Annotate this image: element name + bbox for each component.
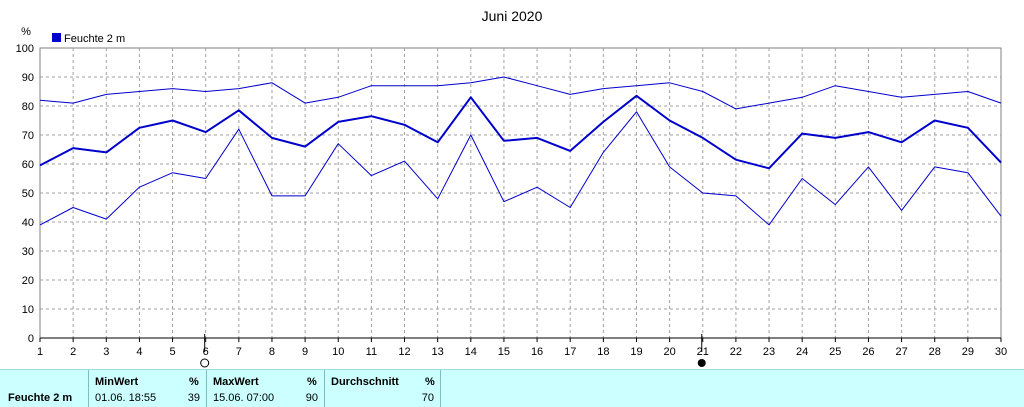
avg-header: Durchschnitt (331, 376, 399, 388)
first-quarter-moon-icon (201, 359, 209, 367)
x-tick-label: 30 (995, 346, 1007, 358)
y-tick-label: 80 (22, 101, 34, 113)
series-lines (40, 77, 1001, 225)
x-tick-label: 23 (763, 346, 775, 358)
x-tick-label: 7 (236, 346, 242, 358)
series-line-avg (40, 96, 1001, 169)
x-tick-label: 24 (796, 346, 808, 358)
x-tick-label: 18 (597, 346, 609, 358)
x-tick-label: 13 (432, 346, 444, 358)
y-tick-label: 0 (28, 333, 34, 345)
max-time: 15.06. 07:00 (213, 392, 274, 404)
y-tick-label: 100 (16, 43, 34, 55)
min-unit: % (189, 376, 199, 388)
max-header: MaxWert (213, 376, 259, 388)
x-tick-label: 16 (531, 346, 543, 358)
x-tick-label: 26 (862, 346, 874, 358)
x-tick-label: 22 (730, 346, 742, 358)
x-tick-label: 5 (169, 346, 175, 358)
x-tick-label: 29 (962, 346, 974, 358)
statistics-bar: Feuchte 2 m MinWert % 01.06. 18:55 39 Ma… (0, 369, 1024, 407)
stats-max-cell: MaxWert % 15.06. 07:00 90 (206, 370, 324, 407)
y-unit-label: % (21, 26, 31, 38)
x-tick-label: 1 (37, 346, 43, 358)
min-value: 39 (188, 392, 200, 404)
chart-title: Juni 2020 (482, 8, 543, 24)
stats-sensor-name: Feuchte 2 m (8, 392, 72, 404)
x-tick-label: 19 (630, 346, 642, 358)
x-tick-label: 11 (366, 346, 377, 358)
series-line-max (40, 77, 1001, 109)
stats-empty-cell (440, 370, 1024, 407)
x-tick-label: 10 (332, 346, 344, 358)
x-tick-label: 8 (269, 346, 275, 358)
y-tick-label: 70 (22, 130, 34, 142)
humidity-chart: Juni 2020 % Feuchte 2 m 0 10 20 30 40 50 60 70 8… (0, 0, 1024, 369)
x-tick-label: 27 (895, 346, 907, 358)
x-tick-label: 14 (465, 346, 477, 358)
max-value: 90 (306, 392, 318, 404)
min-time: 01.06. 18:55 (95, 392, 156, 404)
new-moon-icon (698, 359, 706, 367)
legend-swatch (52, 33, 61, 42)
x-tick-label: 9 (302, 346, 308, 358)
x-tick-label: 28 (929, 346, 941, 358)
x-tick-label: 6 (203, 346, 209, 358)
x-tick-label: 3 (103, 346, 109, 358)
y-tick-label: 30 (22, 246, 34, 258)
y-axis: 0 10 20 30 40 50 60 70 80 90 100 (16, 43, 34, 345)
y-tick-label: 90 (22, 72, 34, 84)
x-tick-label: 20 (663, 346, 675, 358)
x-tick-label: 12 (398, 346, 410, 358)
x-tick-label: 4 (136, 346, 142, 358)
y-tick-label: 50 (22, 188, 34, 200)
legend-label: Feuchte 2 m (64, 33, 125, 45)
x-tick-label: 21 (697, 346, 709, 358)
stats-min-cell: MinWert % 01.06. 18:55 39 (88, 370, 206, 407)
x-tick-label: 15 (498, 346, 510, 358)
grid (40, 48, 1001, 338)
x-tick-label: 2 (70, 346, 76, 358)
stats-avg-cell: Durchschnitt % 70 (324, 370, 440, 407)
y-tick-label: 10 (22, 304, 34, 316)
avg-unit: % (425, 376, 435, 388)
series-line-min (40, 112, 1001, 225)
stats-name-cell: Feuchte 2 m (0, 370, 88, 407)
y-tick-label: 20 (22, 275, 34, 287)
max-unit: % (307, 376, 317, 388)
y-tick-label: 40 (22, 217, 34, 229)
min-header: MinWert (95, 376, 138, 388)
avg-value: 70 (422, 392, 434, 404)
y-tick-label: 60 (22, 159, 34, 171)
x-tick-label: 17 (564, 346, 576, 358)
x-tick-label: 25 (829, 346, 841, 358)
